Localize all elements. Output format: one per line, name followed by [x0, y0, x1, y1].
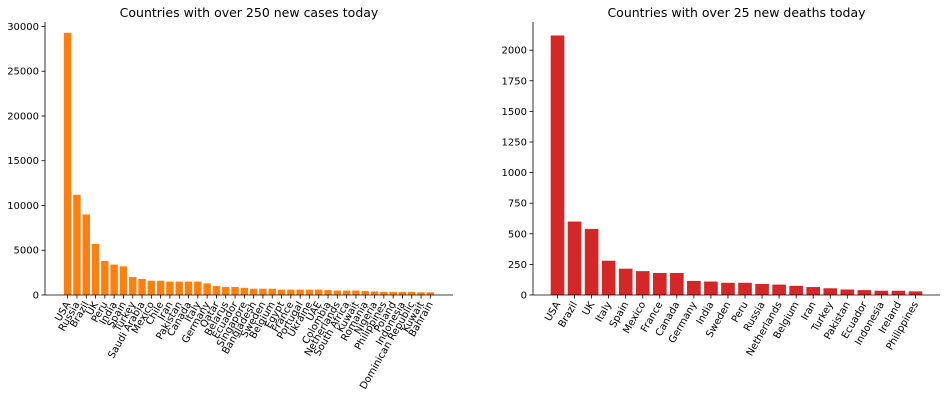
cases-bar — [324, 290, 332, 295]
deaths-xtick-label: UK — [581, 300, 598, 318]
cases-bar — [240, 287, 249, 295]
cases-bar — [222, 286, 230, 295]
cases-bar — [175, 281, 183, 295]
cases-bar — [138, 278, 146, 295]
deaths-ytick-label: 1000 — [502, 168, 527, 179]
cases-bar — [398, 291, 407, 295]
cases-bar — [156, 280, 165, 295]
cases-bar — [352, 290, 360, 295]
cases-bar — [119, 266, 128, 295]
cases-bar — [231, 286, 239, 295]
cases-ytick-label: 25000 — [7, 67, 39, 78]
deaths-bar — [772, 284, 786, 295]
deaths-ytick-label: 250 — [508, 260, 527, 271]
cases-ytick-label: 5000 — [14, 246, 39, 257]
deaths-ytick-label: 750 — [508, 199, 527, 210]
deaths-bar — [874, 290, 889, 295]
cases-bar — [361, 290, 369, 295]
deaths-ytick-label: 0 — [521, 291, 527, 302]
cases-bar — [249, 288, 258, 295]
deaths-bar — [652, 272, 667, 295]
deaths-chart: Countries with over 25 new deaths today … — [502, 5, 940, 358]
cases-bar — [91, 243, 100, 295]
cases-bar — [184, 281, 193, 295]
cases-bar — [212, 286, 221, 295]
cases-bar — [287, 289, 295, 295]
cases-bar — [370, 291, 379, 295]
deaths-bar — [823, 288, 838, 295]
cases-bar — [110, 264, 118, 295]
deaths-bar — [806, 287, 821, 295]
deaths-bar — [601, 260, 616, 295]
cases-bar — [259, 288, 267, 295]
deaths-ytick-label: 500 — [508, 229, 527, 240]
deaths-bar — [755, 283, 769, 295]
cases-bar — [147, 280, 156, 295]
deaths-bar — [704, 281, 718, 295]
cases-ytick-label: 15000 — [7, 156, 39, 167]
cases-bar — [268, 288, 276, 295]
cases-bar — [73, 194, 81, 295]
cases-ytick-label: 10000 — [7, 201, 39, 212]
deaths-bar — [584, 228, 599, 295]
deaths-ytick-label: 2000 — [502, 46, 527, 57]
cases-bar — [333, 290, 342, 295]
deaths-bar — [789, 285, 803, 295]
deaths-bar — [687, 280, 701, 295]
cases-chart: Countries with over 250 new cases today … — [7, 5, 453, 392]
deaths-bar — [721, 282, 735, 295]
cases-ytick-label: 0 — [33, 291, 39, 302]
deaths-bar — [857, 290, 872, 295]
cases-bar — [277, 289, 286, 295]
cases-bar — [380, 291, 388, 295]
cases-bar — [342, 290, 351, 295]
deaths-bar — [550, 35, 565, 295]
cases-bar — [101, 260, 109, 295]
deaths-bar — [738, 282, 752, 295]
cases-bar — [129, 277, 137, 295]
cases-bar — [296, 289, 304, 295]
deaths-ytick-label: 1250 — [502, 137, 527, 148]
deaths-bar — [908, 291, 923, 295]
cases-ytick-label: 20000 — [7, 111, 39, 122]
cases-chart-title: Countries with over 250 new cases today — [120, 5, 379, 20]
cases-ytick-label: 30000 — [7, 22, 39, 33]
cases-bar — [389, 291, 397, 295]
deaths-bar — [618, 268, 633, 295]
deaths-bar — [635, 271, 650, 295]
cases-bar — [166, 281, 174, 295]
cases-bar — [315, 289, 323, 295]
cases-bar — [194, 281, 202, 295]
deaths-bar — [670, 272, 684, 295]
deaths-chart-title: Countries with over 25 new deaths today — [607, 5, 866, 20]
deaths-ytick-label: 1500 — [502, 107, 527, 118]
cases-bar — [408, 291, 416, 295]
cases-bar — [63, 32, 72, 296]
cases-bar — [417, 292, 425, 295]
deaths-ytick-label: 1750 — [502, 76, 527, 87]
deaths-bar — [567, 221, 582, 295]
cases-bar — [305, 289, 314, 295]
deaths-bar — [840, 289, 855, 295]
cases-bar — [203, 283, 211, 295]
cases-bar — [426, 292, 435, 295]
cases-bar — [82, 214, 90, 295]
deaths-bar — [891, 290, 906, 295]
